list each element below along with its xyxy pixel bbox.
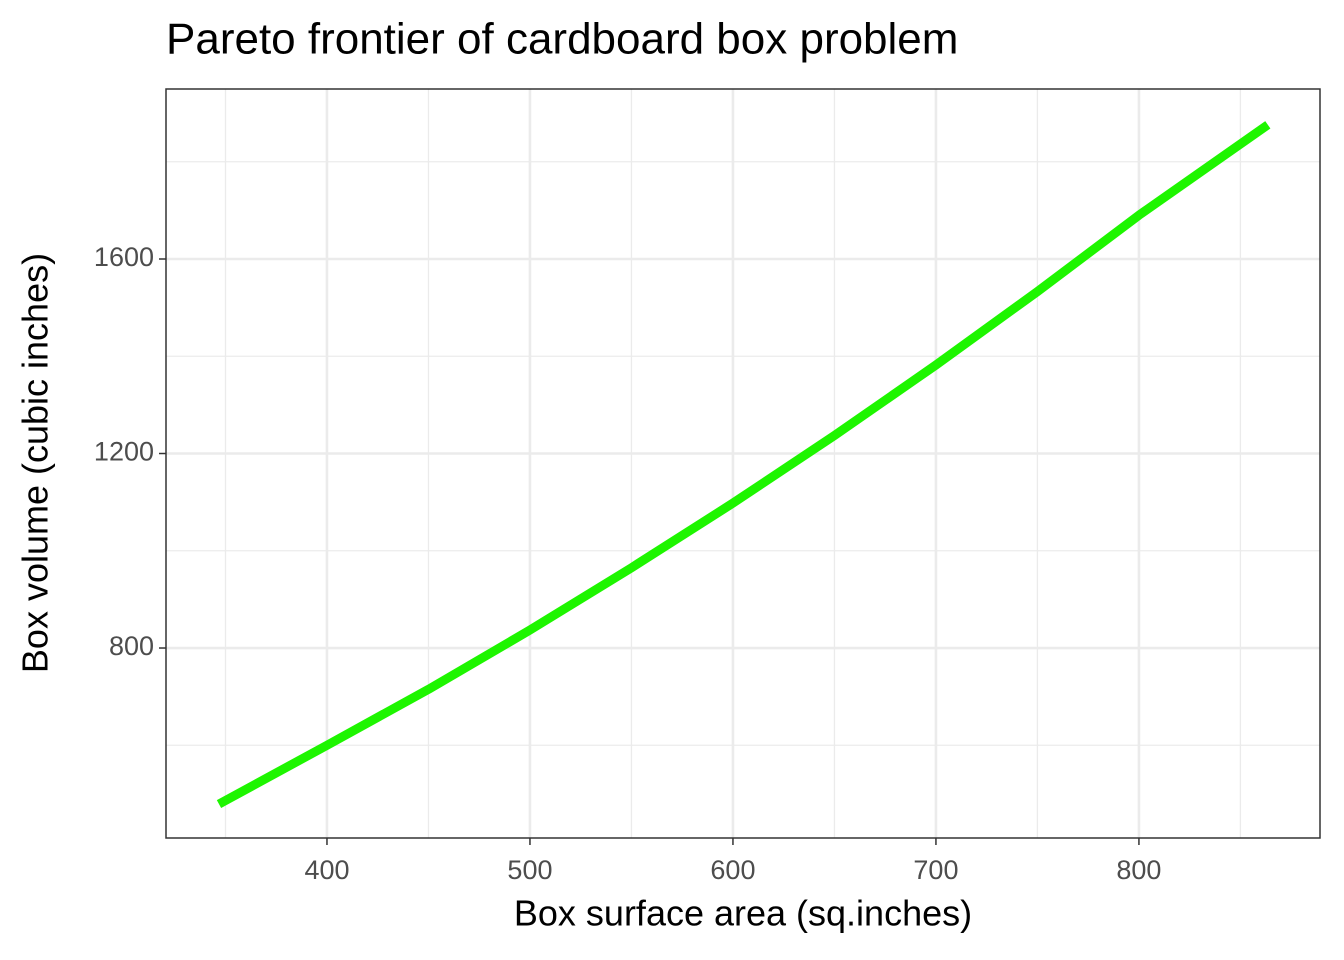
y-tick-label: 1600	[94, 242, 154, 272]
x-tick-label: 500	[507, 855, 552, 885]
x-axis-label: Box surface area (sq.inches)	[514, 893, 972, 934]
y-axis-label: Box volume (cubic inches)	[15, 253, 56, 673]
chart-title: Pareto frontier of cardboard box problem	[166, 15, 958, 64]
y-tick-label: 1200	[94, 437, 154, 467]
panel-border	[165, 88, 1321, 839]
grid	[166, 89, 1320, 838]
x-tick-label: 700	[913, 855, 958, 885]
plot-area	[216, 121, 1271, 809]
data-line	[216, 121, 1271, 809]
x-tick-label: 800	[1116, 855, 1161, 885]
y-tick-label: 800	[109, 631, 154, 661]
x-tick-label: 400	[304, 855, 349, 885]
x-tick-label: 600	[710, 855, 755, 885]
